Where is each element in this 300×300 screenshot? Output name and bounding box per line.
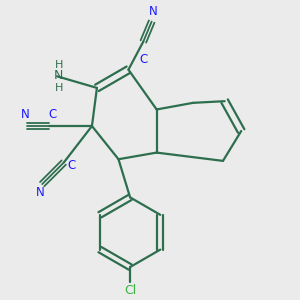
Text: N: N bbox=[36, 186, 45, 199]
Text: H: H bbox=[55, 60, 63, 70]
Text: C: C bbox=[48, 108, 56, 121]
Text: C: C bbox=[139, 53, 148, 66]
Text: Cl: Cl bbox=[124, 284, 136, 297]
Text: C: C bbox=[67, 159, 75, 172]
Text: N: N bbox=[149, 5, 158, 18]
Text: H: H bbox=[55, 83, 63, 93]
Text: N: N bbox=[21, 108, 30, 121]
Text: N: N bbox=[54, 69, 64, 82]
